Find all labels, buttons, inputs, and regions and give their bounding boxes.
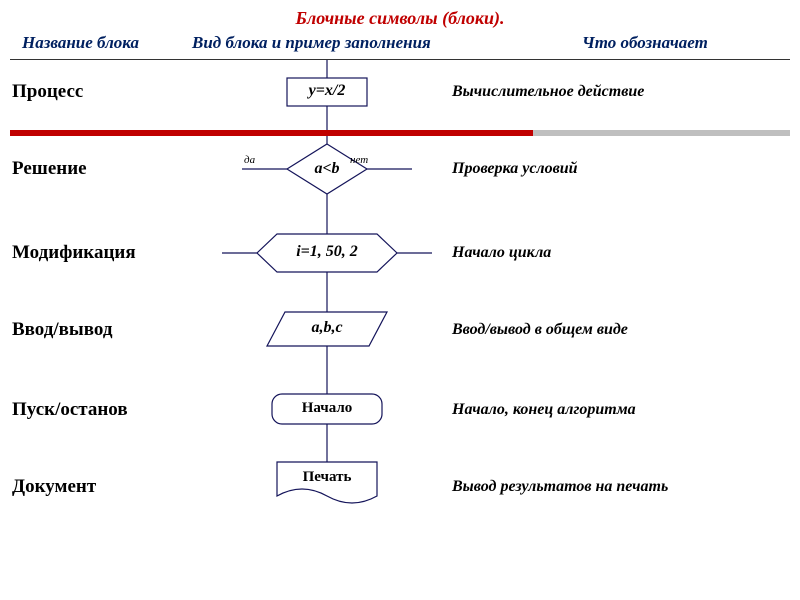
row-decision: Решение a<b да нет Проверка условий [0, 124, 800, 214]
underline-main [10, 130, 533, 136]
page-title: Блочные символы (блоки). [0, 0, 800, 29]
shape-process: y=x/2 [212, 60, 442, 124]
header-example: Вид блока и пример заполнения [192, 33, 582, 53]
row-desc: Вычислительное действие [442, 83, 800, 101]
row-desc: Проверка условий [442, 160, 800, 178]
row-terminator: Пуск/останов Начало Начало, конец алгори… [0, 368, 800, 452]
row-desc: Начало цикла [442, 244, 800, 262]
io-label: a,b,c [212, 319, 442, 337]
terminator-label: Начало [212, 400, 442, 417]
row-document: Документ Печать Вывод результатов на печ… [0, 452, 800, 522]
row-desc: Начало, конец алгоритма [442, 401, 800, 419]
shape-io: a,b,c [212, 292, 442, 368]
row-desc: Ввод/вывод в общем виде [442, 321, 800, 339]
row-name: Модификация [12, 242, 212, 264]
shape-terminator: Начало [212, 368, 442, 452]
document-label: Печать [212, 469, 442, 486]
decision-no: нет [350, 154, 368, 166]
modification-label: i=1, 50, 2 [212, 243, 442, 261]
row-name: Решение [12, 158, 212, 180]
header-name: Название блока [22, 33, 192, 53]
row-modification: Модификация i=1, 50, 2 Начало цикла [0, 214, 800, 292]
row-name: Документ [12, 476, 212, 498]
row-io: Ввод/вывод a,b,c Ввод/вывод в общем виде [0, 292, 800, 368]
row-desc: Вывод результатов на печать [442, 478, 800, 496]
document-svg [247, 452, 407, 522]
shape-modification: i=1, 50, 2 [212, 214, 442, 292]
decision-yes: да [244, 154, 255, 166]
shape-decision: a<b да нет [212, 124, 442, 214]
row-name: Ввод/вывод [12, 319, 212, 341]
section-underline [10, 130, 790, 136]
process-label: y=x/2 [212, 82, 442, 100]
column-headers: Название блока Вид блока и пример заполн… [0, 29, 800, 59]
row-process: Процесс y=x/2 Вычислительное действие [0, 60, 800, 124]
row-name: Процесс [12, 81, 212, 103]
underline-tail [533, 130, 790, 136]
row-name: Пуск/останов [12, 399, 212, 421]
header-meaning: Что обозначает [582, 33, 785, 53]
shape-document: Печать [212, 452, 442, 522]
